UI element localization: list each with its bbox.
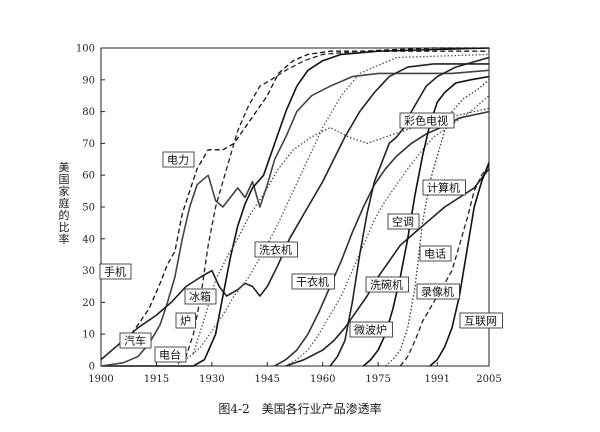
figure-number: 图4-2	[218, 402, 250, 416]
series-label-box	[162, 151, 195, 168]
series-label-box	[254, 241, 298, 258]
series-label-text: 电话	[424, 248, 446, 261]
y-tick-label: 70	[82, 139, 95, 150]
series-label: 汽车	[119, 332, 152, 349]
series-label-text: 电台	[159, 348, 181, 362]
y-tick-label: 30	[82, 266, 95, 277]
series-line	[399, 165, 490, 367]
series-label-text: 洗衣机	[259, 243, 292, 257]
x-tick-label: 1915	[144, 374, 169, 385]
y-tick-label: 0	[89, 362, 95, 373]
series-label: 录像机	[416, 283, 460, 300]
series-label-box	[99, 263, 132, 280]
series-label-text: 手机	[104, 265, 126, 279]
series-line	[362, 75, 490, 367]
plot-frame	[100, 47, 490, 367]
series-label: 干衣机	[291, 273, 335, 290]
series-label-box	[184, 288, 217, 305]
series-label-box	[365, 276, 409, 293]
series-label-text: 彩色电视	[404, 114, 448, 128]
series-label: 微波炉	[349, 321, 393, 338]
series-label-text: 电力	[167, 154, 189, 167]
series-label: 电力	[162, 151, 195, 168]
y-tick-label: 90	[82, 75, 95, 86]
series-label-text: 洗碗机	[370, 278, 403, 292]
figure-caption: 图4-2 美国各行业产品渗透率	[0, 400, 600, 417]
series-label: 手机	[99, 263, 132, 280]
series-line	[285, 168, 490, 367]
series-label-box	[119, 332, 152, 349]
series-line	[178, 50, 489, 364]
series-label: 空调	[387, 213, 420, 230]
series-label-box	[291, 273, 335, 290]
series-label-text: 汽车	[124, 334, 146, 348]
y-tick-label: 10	[82, 330, 95, 341]
series-label-text: 录像机	[421, 285, 454, 299]
series-label-text: 互联网	[464, 315, 497, 328]
x-tick-label: 1975	[365, 374, 390, 385]
series-label-box	[459, 312, 503, 329]
x-tick-label: 2005	[476, 374, 501, 385]
series-label: 冰箱	[184, 288, 217, 305]
series-label: 计算机	[422, 179, 466, 196]
series-label-box	[399, 112, 455, 129]
series-label-box	[387, 213, 420, 230]
series-label-box	[416, 283, 460, 300]
chart-series	[100, 47, 490, 367]
y-tick-label: 60	[82, 171, 95, 182]
series-line	[329, 56, 490, 367]
figure-title: 美国各行业产品渗透率	[261, 402, 382, 416]
series-label-box	[175, 312, 196, 329]
x-tick-label: 1930	[199, 374, 224, 385]
x-tick-label: 1945	[255, 374, 280, 385]
series-label: 电台	[154, 346, 187, 363]
y-tick-label: 80	[82, 107, 95, 118]
series-label: 炉	[175, 312, 196, 329]
series-label-text: 冰箱	[189, 290, 211, 304]
y-tick-label: 50	[82, 203, 95, 214]
series-label-box	[349, 321, 393, 338]
y-tick-label: 40	[82, 234, 95, 245]
series-label-text: 微波炉	[354, 323, 387, 337]
series-line	[193, 47, 490, 367]
chart-axes: 0 10 20 30 40 50 60 70 80 90 100 1900 1915 1930 1945 19…	[76, 44, 502, 386]
y-tick-label: 100	[76, 44, 95, 55]
series-label-text: 干衣机	[296, 275, 329, 289]
series-label-box	[422, 179, 466, 196]
series-label-box	[419, 245, 452, 262]
x-tick-label: 1900	[88, 374, 113, 385]
series-label-text: 空调	[392, 215, 414, 229]
series-line	[100, 69, 490, 367]
y-axis-label: 美国家庭的比率	[58, 161, 70, 246]
x-tick-label: 1991	[425, 374, 450, 385]
series-label: 互联网	[459, 312, 503, 329]
series-label-text: 计算机	[427, 181, 460, 195]
series-label: 彩色电视	[399, 112, 455, 129]
series-label-box	[154, 346, 187, 363]
series-line	[126, 47, 489, 341]
series-line	[274, 110, 490, 367]
x-tick-label: 1960	[310, 374, 335, 385]
series-label: 洗碗机	[365, 276, 409, 293]
series-label: 洗衣机	[254, 241, 298, 258]
series-line	[100, 63, 489, 361]
series-label-text: 炉	[180, 315, 191, 328]
series-label: 电话	[419, 245, 452, 262]
y-tick-label: 20	[82, 298, 95, 309]
